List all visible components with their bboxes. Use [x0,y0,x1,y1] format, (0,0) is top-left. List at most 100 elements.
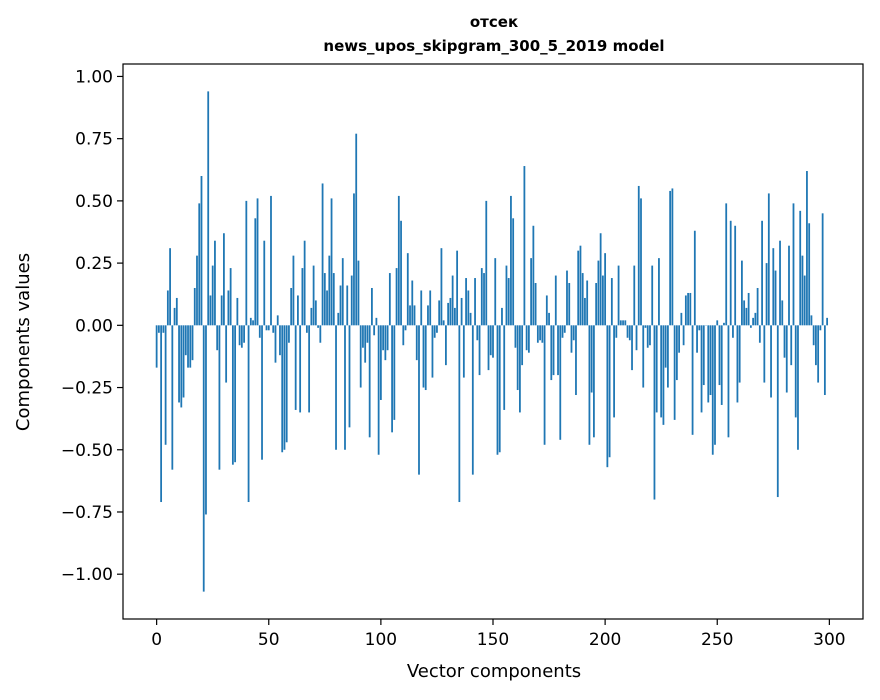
bar-component-112 [407,253,409,325]
bar-component-189 [580,246,582,326]
bar-component-182 [564,325,566,332]
bar-component-231 [674,325,676,420]
bar-component-211 [629,325,631,340]
bar-component-67 [306,325,308,332]
y-tick-label: 0.00 [75,316,113,336]
bar-component-216 [640,198,642,325]
bar-component-92 [362,325,364,347]
bar-component-46 [259,325,261,337]
bar-component-163 [521,325,523,365]
bar-component-293 [813,325,815,345]
y-tick-label: −1.00 [61,565,113,585]
bar-component-91 [360,325,362,387]
bar-component-209 [624,320,626,325]
bar-component-253 [723,323,725,325]
bar-component-168 [532,226,534,326]
bar-component-78 [331,198,333,325]
bar-component-14 [187,325,189,367]
bar-component-193 [589,325,591,444]
bar-component-194 [591,325,593,392]
bar-component-254 [725,203,727,325]
bar-component-208 [622,320,624,325]
bar-component-272 [766,263,768,325]
bar-component-266 [752,318,754,325]
bar-component-133 [454,308,456,325]
bar-component-82 [340,286,342,326]
bar-component-103 [387,325,389,350]
bar-component-29 [221,295,223,325]
bar-component-250 [716,320,718,325]
bar-component-114 [411,281,413,326]
bar-component-249 [714,325,716,444]
bar-component-30 [223,233,225,325]
bar-component-10 [178,325,180,402]
bar-component-295 [817,325,819,382]
bar-component-31 [225,325,227,382]
bar-component-152 [497,325,499,454]
bar-component-24 [210,295,212,325]
bar-component-104 [389,273,391,325]
bar-component-85 [346,286,348,326]
bar-component-144 [479,325,481,375]
bar-component-124 [434,325,436,337]
bar-component-155 [503,325,505,410]
bar-component-42 [250,318,252,325]
bar-component-65 [302,268,304,325]
bar-component-218 [645,325,647,327]
bar-component-19 [198,203,200,325]
bar-component-75 [324,273,326,325]
bar-component-107 [396,268,398,325]
bar-component-246 [707,325,709,402]
bar-component-147 [485,201,487,325]
bar-component-80 [335,325,337,449]
bar-component-225 [660,325,662,417]
bar-component-110 [402,325,404,345]
bar-component-145 [481,268,483,325]
bar-component-15 [189,325,191,367]
bar-component-276 [775,271,777,326]
bar-component-150 [492,325,494,357]
bar-component-129 [445,325,447,365]
bar-component-0 [156,325,158,367]
bar-component-62 [295,325,297,410]
bar-component-173 [544,325,546,444]
bar-component-34 [232,325,234,464]
bar-component-84 [344,325,346,449]
bar-component-228 [667,325,669,387]
bar-component-165 [526,325,528,350]
bar-component-113 [409,305,411,325]
bar-component-122 [429,290,431,325]
bar-component-286 [797,325,799,449]
bar-component-134 [456,251,458,326]
x-tick-label: 200 [589,630,621,650]
bar-component-94 [367,325,369,342]
bar-component-93 [364,325,366,362]
bar-component-213 [633,266,635,326]
bar-component-159 [512,218,514,325]
x-tick-label: 0 [151,630,162,650]
bar-component-58 [286,325,288,442]
bar-component-74 [322,183,324,325]
bar-component-224 [658,258,660,325]
bar-component-242 [698,325,700,330]
bar-component-236 [685,295,687,325]
bar-component-200 [604,253,606,325]
bar-component-237 [687,293,689,325]
bar-component-120 [425,325,427,390]
bar-component-111 [405,325,407,330]
bar-component-128 [443,320,445,325]
bar-component-197 [598,261,600,326]
bar-component-32 [228,290,230,325]
bar-component-116 [416,325,418,360]
x-axis-label: Vector components [407,661,581,682]
bar-component-54 [277,315,279,325]
bar-component-205 [615,325,617,337]
bar-component-25 [212,266,214,326]
bar-component-39 [243,325,245,342]
bar-component-68 [308,325,310,412]
bar-component-158 [510,196,512,325]
bar-component-207 [620,320,622,325]
bar-component-255 [728,325,730,437]
bar-component-212 [631,325,633,370]
bar-component-63 [297,295,299,325]
